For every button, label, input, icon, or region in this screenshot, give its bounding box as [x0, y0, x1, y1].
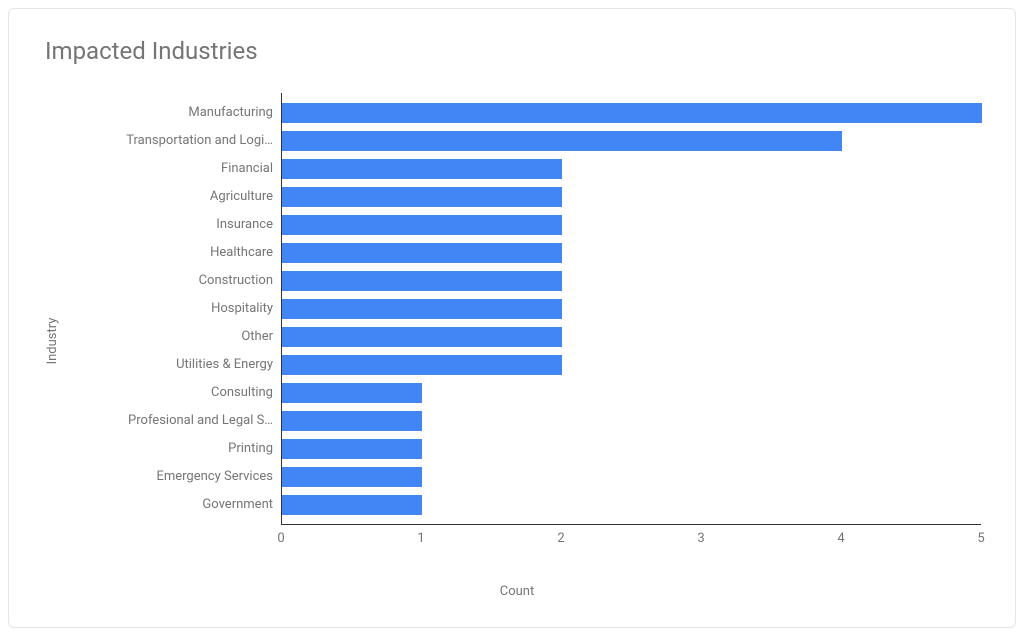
y-tick-label: Insurance [53, 215, 273, 235]
bar-row [282, 243, 562, 263]
bar [282, 159, 562, 179]
y-tick-label: Financial [53, 159, 273, 179]
y-tick-label: Transportation and Logi… [53, 131, 273, 151]
bar [282, 467, 422, 487]
x-tick-label: 4 [837, 531, 844, 546]
y-tick-label: Healthcare [53, 243, 273, 263]
bar-row [282, 411, 422, 431]
chart-plot: Industry Count ManufacturingTransportati… [49, 87, 985, 595]
bar [282, 439, 422, 459]
bar [282, 131, 842, 151]
bar-row [282, 271, 562, 291]
bar [282, 411, 422, 431]
bar [282, 271, 562, 291]
bar [282, 383, 422, 403]
bar [282, 243, 562, 263]
bar-row [282, 439, 422, 459]
bar [282, 495, 422, 515]
bar-row [282, 159, 562, 179]
bar-row [282, 327, 562, 347]
x-tick-label: 2 [557, 531, 564, 546]
bar-row [282, 103, 982, 123]
bar-row [282, 467, 422, 487]
chart-card: Impacted Industries Industry Count Manuf… [8, 8, 1016, 628]
chart-area [281, 93, 981, 525]
bar [282, 103, 982, 123]
bar-row [282, 355, 562, 375]
bar-row [282, 131, 842, 151]
chart-title: Impacted Industries [45, 37, 258, 65]
bar [282, 187, 562, 207]
bar-row [282, 299, 562, 319]
x-tick-label: 1 [417, 531, 424, 546]
y-tick-label: Profesional and Legal S… [53, 411, 273, 431]
x-tick-label: 5 [977, 531, 984, 546]
y-tick-label: Hospitality [53, 299, 273, 319]
bar [282, 355, 562, 375]
bar-row [282, 383, 422, 403]
bar-row [282, 215, 562, 235]
x-tick-label: 0 [277, 531, 284, 546]
y-tick-label: Agriculture [53, 187, 273, 207]
x-axis-title: Count [500, 584, 534, 599]
y-tick-label: Utilities & Energy [53, 355, 273, 375]
bar-row [282, 495, 422, 515]
y-tick-label: Government [53, 495, 273, 515]
y-tick-label: Manufacturing [53, 103, 273, 123]
bar-row [282, 187, 562, 207]
bar [282, 299, 562, 319]
y-tick-label: Printing [53, 439, 273, 459]
y-tick-label: Consulting [53, 383, 273, 403]
y-tick-label: Other [53, 327, 273, 347]
y-tick-label: Construction [53, 271, 273, 291]
x-tick-label: 3 [697, 531, 704, 546]
bar [282, 327, 562, 347]
bar [282, 215, 562, 235]
y-tick-label: Emergency Services [53, 467, 273, 487]
